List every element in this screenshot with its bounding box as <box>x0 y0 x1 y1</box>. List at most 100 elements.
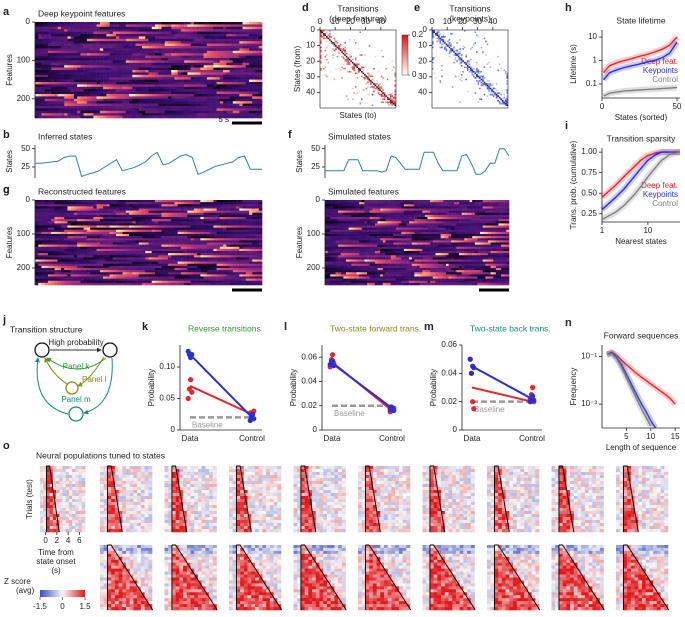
heatmap-cell <box>44 34 49 37</box>
heatmap-cell <box>164 248 169 252</box>
heatmap-cell <box>70 55 75 59</box>
heatmap-cell <box>64 251 68 254</box>
heatmap-cell <box>132 67 136 71</box>
heatmap-cell <box>164 223 169 226</box>
heatmap-cell <box>96 200 101 203</box>
heatmap-cell <box>184 48 188 52</box>
heatmap-cell <box>51 70 55 73</box>
heatmap-cell <box>245 202 250 205</box>
heatmap-cell <box>67 257 71 260</box>
heatmap-cell <box>80 244 84 248</box>
heatmap-cell <box>223 246 227 250</box>
heatmap-cell <box>86 110 91 114</box>
heatmap-cell <box>99 202 104 205</box>
heatmap-cell <box>203 101 208 104</box>
heatmap-cell <box>148 74 153 78</box>
heatmap-cell <box>112 22 117 25</box>
heatmap-cell <box>106 261 110 265</box>
heatmap-cell <box>158 106 162 109</box>
heatmap-cell <box>57 115 62 119</box>
heatmap-cell <box>213 212 217 216</box>
heatmap-cell <box>193 26 198 30</box>
heatmap-cell <box>242 202 247 205</box>
heatmap-cell <box>142 46 146 49</box>
heatmap-cell <box>57 110 62 114</box>
heatmap-cell <box>239 86 243 90</box>
heatmap-cell <box>44 231 49 235</box>
heatmap-cell <box>51 50 55 54</box>
heatmap-cell <box>116 43 120 47</box>
heatmap-cell <box>161 77 166 80</box>
heatmap-cell <box>47 36 52 40</box>
heatmap-cell <box>151 38 156 42</box>
heatmap-cell <box>67 84 71 88</box>
heatmap-cell <box>154 79 159 83</box>
heatmap-cell <box>70 110 75 114</box>
heatmap-cell <box>226 24 230 28</box>
heatmap-cell <box>200 103 204 107</box>
heatmap-cell <box>206 103 211 107</box>
heatmap-cell <box>44 98 49 102</box>
heatmap-cell <box>171 257 175 260</box>
heatmap-cell <box>142 108 146 112</box>
heatmap-cell <box>154 227 159 231</box>
heatmap-cell <box>154 242 159 245</box>
heatmap-cell <box>216 246 221 250</box>
heatmap-cell <box>54 62 58 66</box>
heatmap-cell <box>219 89 224 92</box>
heatmap-cell <box>145 248 149 252</box>
heatmap-cell <box>184 79 188 83</box>
heatmap-cell <box>239 255 243 258</box>
heatmap-cell <box>151 219 156 222</box>
heatmap-cell <box>125 240 130 243</box>
heatmap-cell <box>64 259 68 262</box>
heatmap-cell <box>135 72 140 76</box>
heatmap-cell <box>187 53 191 56</box>
heatmap-cell <box>184 31 188 35</box>
heatmap-cell <box>190 208 195 211</box>
heatmap-cell <box>70 236 75 239</box>
heatmap-cell <box>200 43 204 47</box>
heatmap-cell <box>255 50 260 54</box>
heatmap-cell <box>64 115 68 119</box>
heatmap-cell <box>242 67 247 71</box>
heatmap-cell <box>184 263 188 267</box>
heatmap-cell <box>161 67 166 71</box>
heatmap-cell <box>80 246 84 250</box>
heatmap-cell <box>99 225 104 228</box>
heatmap-cell <box>180 242 185 245</box>
heatmap-cell <box>255 94 260 97</box>
heatmap-cell <box>119 229 123 233</box>
heatmap-cell <box>86 244 91 248</box>
heatmap-cell <box>83 261 88 265</box>
heatmap-cell <box>190 22 195 25</box>
heatmap-cell <box>51 227 55 231</box>
heatmap-cell <box>239 70 243 73</box>
heatmap-cell <box>226 29 230 32</box>
heatmap-cell <box>158 108 162 112</box>
heatmap-cell <box>73 48 78 52</box>
heatmap-cell <box>77 246 81 250</box>
heatmap-cell <box>177 67 182 71</box>
heatmap-cell <box>35 79 39 83</box>
heatmap-cell <box>161 236 166 239</box>
heatmap-cell <box>116 29 120 32</box>
heatmap-cell <box>54 214 58 218</box>
heatmap-cell <box>184 200 188 203</box>
heatmap-cell <box>119 238 123 241</box>
heatmap-cell <box>190 219 195 222</box>
heatmap-cell <box>60 263 65 267</box>
heatmap-cell <box>116 60 120 64</box>
heatmap-cell <box>129 60 133 64</box>
heatmap-cell <box>223 101 227 104</box>
heatmap-cell <box>47 263 52 267</box>
heatmap-cell <box>86 248 91 252</box>
heatmap-cell <box>70 229 75 233</box>
heatmap-cell <box>70 67 75 71</box>
heatmap-cell <box>193 106 198 109</box>
heatmap-cell <box>223 219 227 222</box>
heatmap-cell <box>35 77 39 80</box>
heatmap-cell <box>90 221 94 224</box>
heatmap-cell <box>54 259 58 262</box>
heatmap-cell <box>44 253 49 256</box>
